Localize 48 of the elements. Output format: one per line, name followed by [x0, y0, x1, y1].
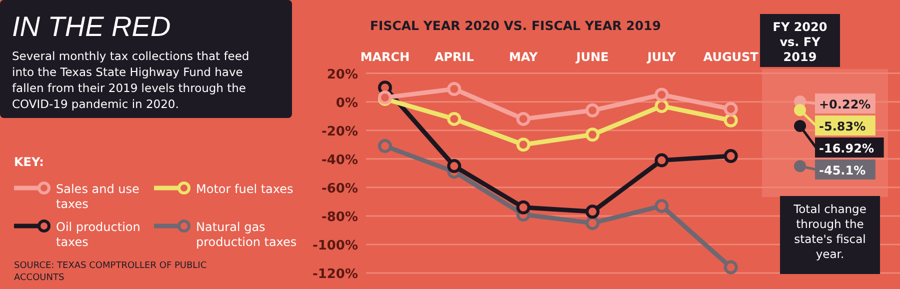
x-tick-label: FY 2020 vs. FY 2019 — [772, 20, 828, 64]
x-tick-label: APRIL — [434, 50, 474, 64]
x-tick-label: MARCH — [360, 50, 410, 64]
legend-label: Oil production taxes — [56, 220, 140, 249]
legend-label: Motor fuel taxes — [196, 182, 294, 196]
data-label: +0.22% — [819, 98, 871, 112]
point — [586, 204, 600, 219]
y-tick-label: -40% — [321, 152, 358, 168]
point — [654, 88, 669, 102]
data-label: -45.1% — [819, 164, 866, 178]
x-tick-label: AUGUST — [703, 50, 760, 64]
point — [586, 128, 600, 142]
point — [724, 149, 738, 164]
data-label: -5.83% — [819, 120, 866, 134]
legend-label: Natural gas production taxes — [196, 220, 297, 249]
point — [724, 113, 738, 128]
point — [447, 159, 462, 174]
data-label: -16.92% — [819, 142, 874, 156]
point — [586, 103, 600, 118]
x-tick-label: JULY — [646, 50, 676, 64]
y-tick-label: 0% — [336, 96, 358, 111]
text: FISCAL YEAR 2020 VS. FISCAL YEAR 2019 — [370, 18, 661, 33]
y-tick-label: -60% — [321, 181, 358, 196]
y-tick-label: -80% — [321, 210, 358, 225]
y-tick-label: -20% — [321, 124, 358, 140]
point — [516, 200, 530, 214]
legend-title: KEY: — [14, 155, 44, 169]
point — [724, 260, 738, 274]
y-tick-label: -120% — [312, 267, 358, 282]
point — [447, 82, 462, 96]
point — [586, 216, 600, 230]
point — [447, 112, 462, 126]
annotation: Total change through the state's fiscal year. — [792, 202, 866, 261]
source-note: SOURCE: TEXAS COMPTROLLER OF PUBLIC ACCOUNTS — [14, 261, 207, 283]
y-tick-label: -100% — [312, 238, 358, 254]
x-tick-label: JUNE — [575, 50, 609, 64]
y-tick-label: 20% — [326, 67, 358, 82]
point — [724, 102, 738, 116]
point — [654, 198, 669, 213]
text: IN THE RED — [12, 11, 171, 42]
point — [378, 139, 392, 154]
point — [654, 99, 669, 114]
x-tick-label: MAY — [508, 50, 538, 64]
text: Several monthly tax collections that feed into the Texas State Highway Fund have fallen from their 2019 levels through the COVID-19 pandemic in 2020. — [12, 49, 250, 111]
point — [654, 153, 669, 168]
point — [516, 138, 530, 152]
point — [516, 112, 530, 126]
legend-label: Sales and use taxes — [56, 182, 140, 211]
